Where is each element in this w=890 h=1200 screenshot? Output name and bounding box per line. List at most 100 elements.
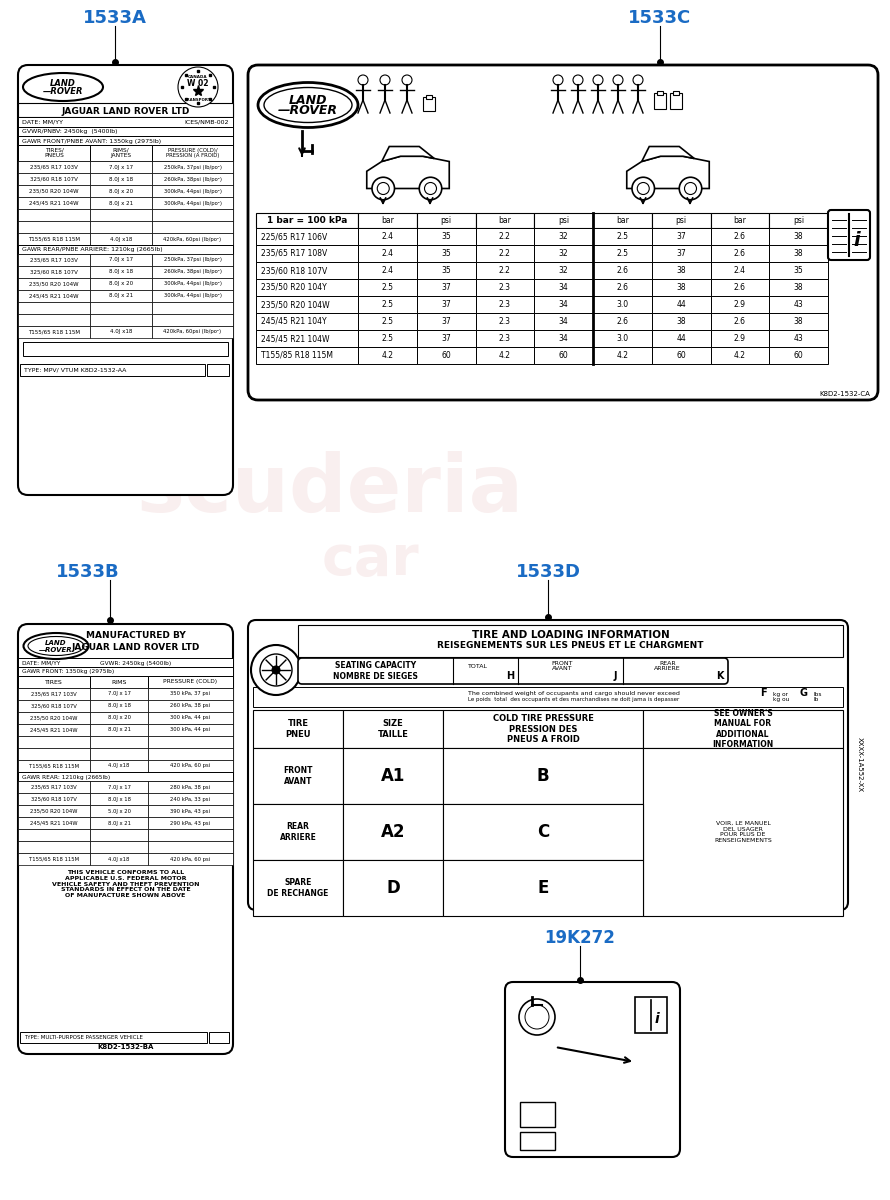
Bar [152,209,233,221]
Bar [90,254,152,266]
Bar [152,233,233,245]
Bar [90,185,152,197]
Bar [90,173,152,185]
Text: RIMS/
JANTES: RIMS/ JANTES [110,148,132,158]
Bar [417,262,475,278]
Text: 2.5: 2.5 [617,248,628,258]
Bar [18,233,90,245]
Text: 44: 44 [676,300,686,308]
Bar [18,127,233,136]
Text: 4.0J x18: 4.0J x18 [109,330,133,335]
Text: 8.0J x 18: 8.0J x 18 [109,176,134,181]
Bar [710,278,769,296]
Bar [593,214,651,228]
Bar [90,781,148,793]
Bar [520,1102,555,1127]
Bar [152,302,233,314]
Bar [417,296,475,313]
Bar [152,197,233,209]
Text: 280 kPa, 38 psi: 280 kPa, 38 psi [171,785,211,790]
Text: 2.2: 2.2 [499,266,511,275]
Text: 4.0J x18: 4.0J x18 [109,236,133,241]
Bar [710,296,769,313]
Text: psi: psi [793,216,805,226]
Text: 37: 37 [441,300,451,308]
Bar [90,676,148,688]
Text: 44: 44 [676,334,686,343]
Text: TIRE
PNEU: TIRE PNEU [286,719,311,739]
Text: 245/45 R21 104Y: 245/45 R21 104Y [261,317,327,326]
Circle shape [251,646,301,695]
Text: 245/45 R21 104W: 245/45 R21 104W [261,334,329,343]
Text: 37: 37 [441,334,451,343]
Bar [148,748,233,760]
Circle shape [632,178,654,199]
Bar [18,197,90,209]
Text: 2.3: 2.3 [499,334,511,343]
Text: 2.5: 2.5 [382,283,393,292]
Bar [534,278,593,296]
Text: TYPE: MULTI-PURPOSE PASSENGER VEHICLE: TYPE: MULTI-PURPOSE PASSENGER VEHICLE [24,1034,143,1040]
Text: F: F [760,688,766,698]
Circle shape [358,74,368,85]
Bar [18,700,90,712]
Text: 260 kPa, 38 psi: 260 kPa, 38 psi [171,703,211,708]
Text: 325/60 R18 107V: 325/60 R18 107V [31,703,77,708]
Circle shape [637,182,649,194]
Text: kg or
kg ou: kg or kg ou [773,691,789,702]
Text: T155/85 R18 115M: T155/85 R18 115M [261,350,333,360]
FancyBboxPatch shape [18,65,233,494]
Bar [253,804,343,860]
Bar [148,781,233,793]
Text: 38: 38 [794,232,804,241]
Bar [18,245,233,254]
FancyBboxPatch shape [18,624,233,1054]
Text: GAWR REAR/PNBE ARRIERE: 1210kg (2665lb): GAWR REAR/PNBE ARRIERE: 1210kg (2665lb) [22,247,163,252]
Text: J: J [613,671,617,680]
Text: 1533C: 1533C [628,8,692,26]
Text: 7.0J x 17: 7.0J x 17 [109,258,134,263]
Bar [417,313,475,330]
Bar [253,860,343,916]
Bar [343,860,443,916]
Text: 235/50 R20 104W: 235/50 R20 104W [261,300,329,308]
Bar [475,228,534,245]
Bar [475,296,534,313]
Bar [520,1132,555,1150]
Bar [148,793,233,805]
Text: psi: psi [558,216,570,226]
Circle shape [613,74,623,85]
Bar [358,278,417,296]
Text: K8D2-1532-CA: K8D2-1532-CA [819,391,870,397]
Bar [90,161,152,173]
Text: SEATING CAPACITY
NOMBRE DE SIEGES: SEATING CAPACITY NOMBRE DE SIEGES [333,661,418,680]
Circle shape [402,74,412,85]
Text: 8.0J x 20: 8.0J x 20 [108,715,131,720]
Text: —ROVER: —ROVER [39,647,73,653]
Bar [90,233,152,245]
Bar [769,262,828,278]
Bar [18,658,233,667]
Bar [534,228,593,245]
Text: 300kPa, 44psi (lb/po²): 300kPa, 44psi (lb/po²) [164,188,222,193]
Bar [18,302,90,314]
Ellipse shape [23,73,103,101]
Text: bar: bar [381,216,393,226]
Text: TIRES: TIRES [45,679,63,684]
Text: D: D [386,878,400,898]
Text: FRONT
AVANT: FRONT AVANT [552,660,573,671]
Text: TRANSPORT: TRANSPORT [185,98,211,102]
Bar [90,805,148,817]
Text: 37: 37 [676,248,686,258]
Bar [18,161,90,173]
Bar [148,853,233,865]
Bar [534,214,593,228]
Text: 60: 60 [676,350,686,360]
Text: 43: 43 [794,300,804,308]
Text: 3.0: 3.0 [616,300,628,308]
Text: 300 kPa, 44 psi: 300 kPa, 44 psi [171,715,211,720]
Text: 420kPa, 60psi (lb/po²): 420kPa, 60psi (lb/po²) [164,236,222,241]
Bar [90,793,148,805]
Bar [152,161,233,173]
Text: LAND: LAND [50,79,76,89]
